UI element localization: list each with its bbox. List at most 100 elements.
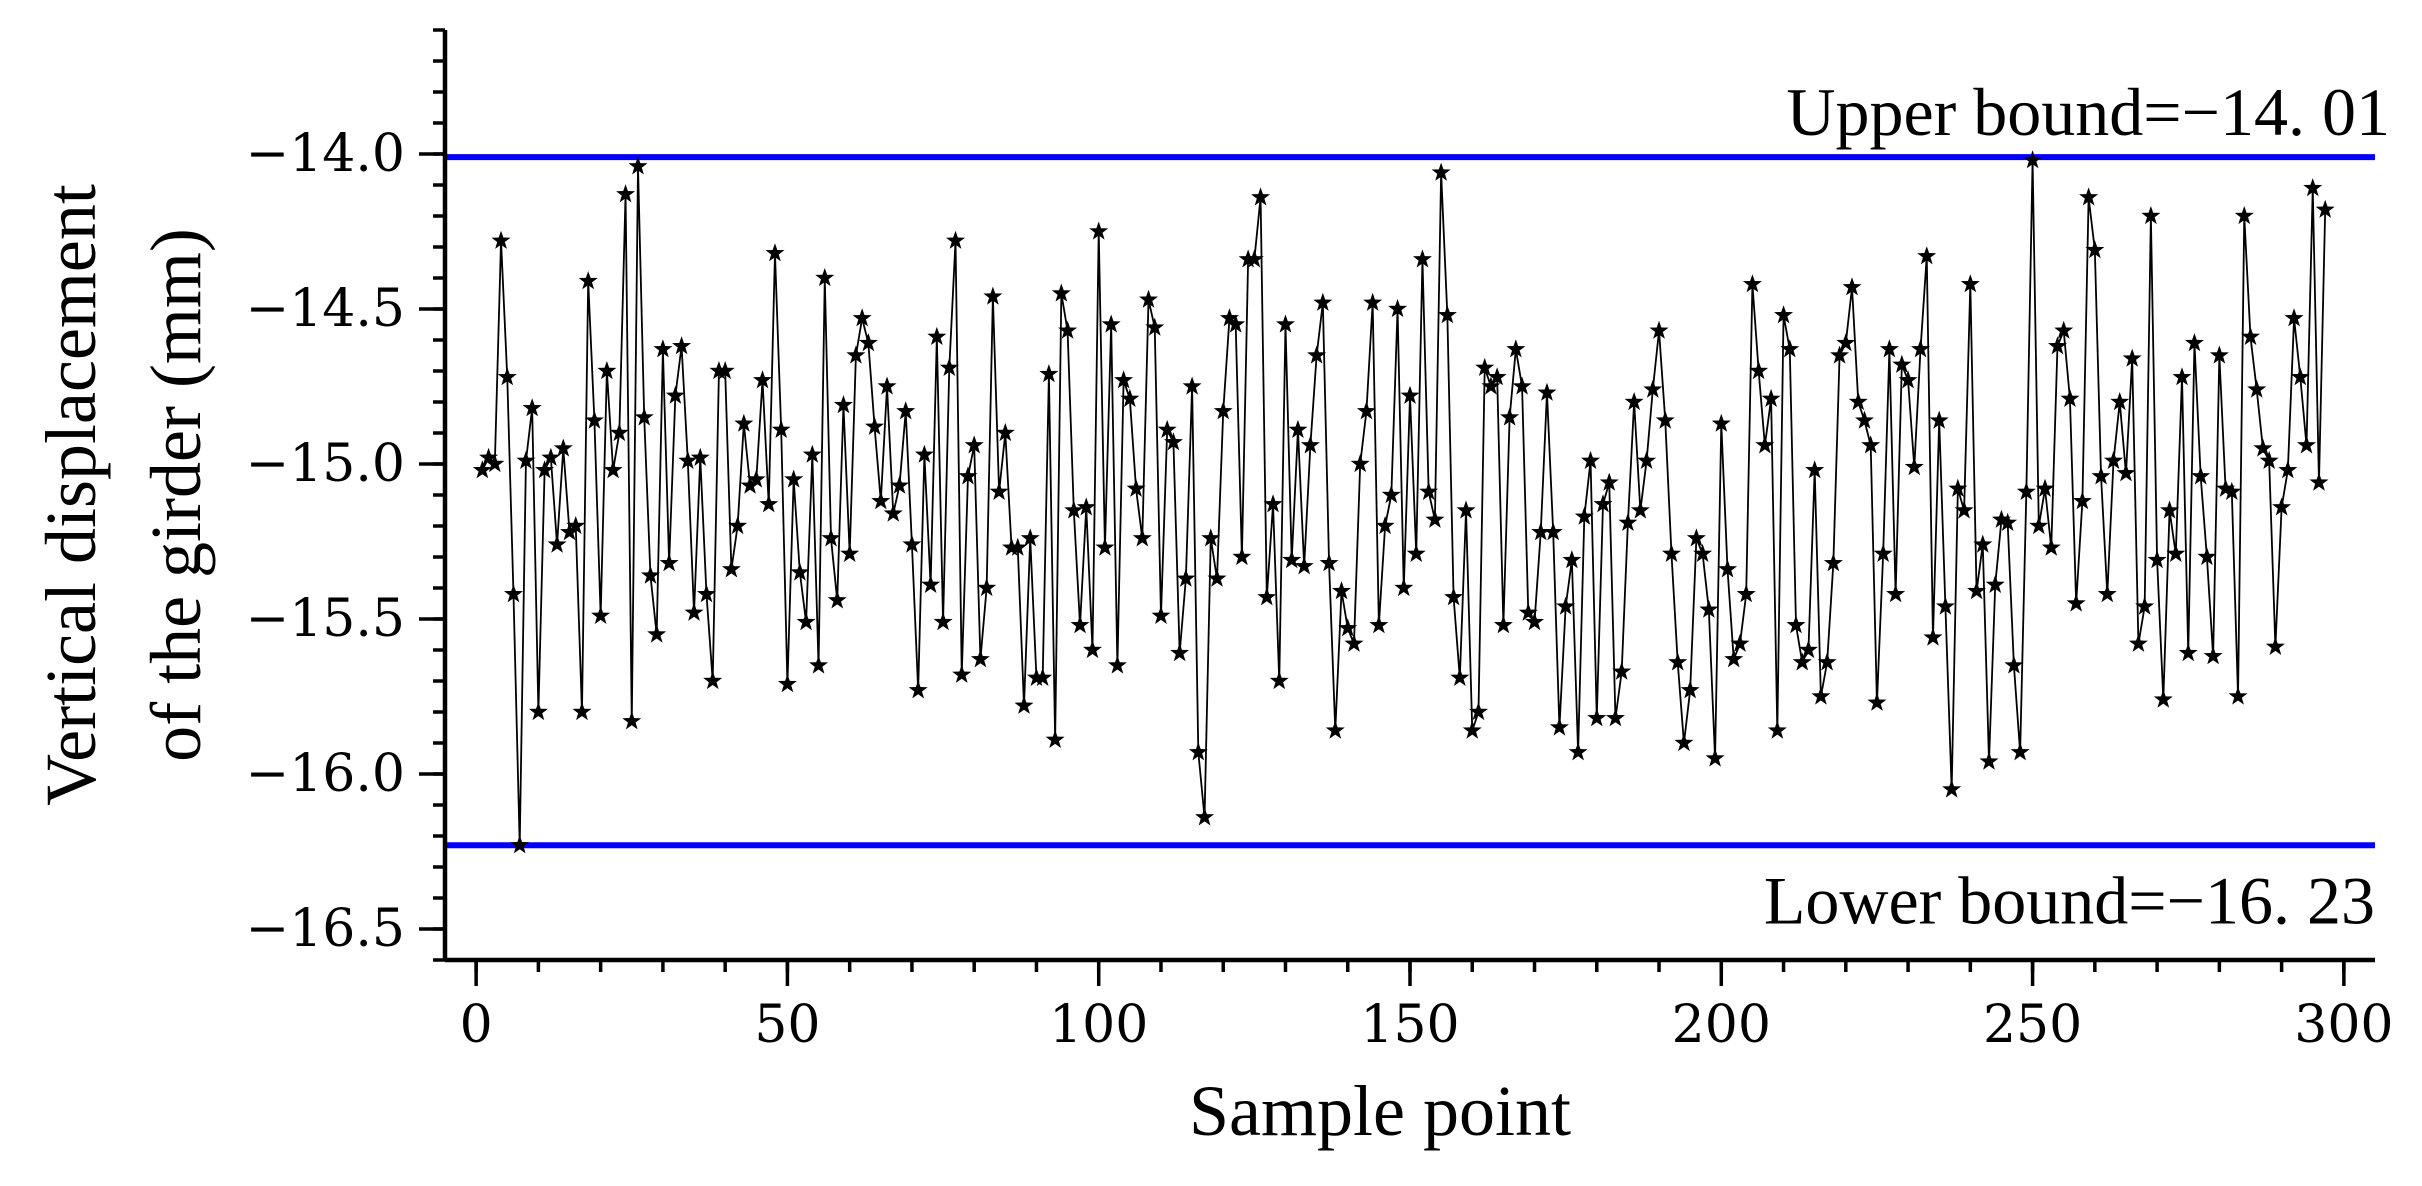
data-point	[2197, 547, 2217, 566]
data-point	[1356, 401, 1376, 420]
data-point	[1437, 305, 1457, 324]
data-point	[1064, 500, 1084, 519]
data-point	[1388, 299, 1408, 318]
data-point	[1817, 652, 1837, 671]
data-point	[1076, 497, 1096, 516]
data-point	[858, 333, 878, 352]
data-point	[1618, 512, 1638, 531]
data-point	[1661, 543, 1681, 562]
data-point	[1960, 274, 1980, 293]
data-point	[510, 835, 530, 854]
data-point	[883, 503, 903, 522]
data-point	[734, 413, 754, 432]
data-point	[1462, 720, 1482, 739]
data-point	[1581, 450, 1601, 469]
data-point	[1985, 574, 2005, 593]
data-point	[2023, 150, 2043, 169]
data-point	[939, 357, 959, 376]
data-point	[665, 385, 685, 404]
data-point	[1101, 314, 1121, 333]
data-point	[889, 475, 909, 494]
data-point	[2060, 388, 2080, 407]
data-point	[1767, 720, 1787, 739]
data-point	[672, 336, 692, 355]
data-point	[2228, 686, 2248, 705]
data-point	[1861, 435, 1881, 454]
data-point	[1095, 537, 1115, 556]
data-point	[2290, 367, 2310, 386]
data-point	[1543, 522, 1563, 541]
data-point	[1444, 587, 1464, 606]
data-point	[1475, 357, 1495, 376]
data-point	[1786, 615, 1806, 634]
data-point	[995, 423, 1015, 442]
data-point	[865, 416, 885, 435]
data-point	[516, 450, 536, 469]
data-point	[1842, 277, 1862, 296]
y-tick-label: −16.0	[246, 744, 405, 804]
data-point	[1830, 345, 1850, 364]
data-point	[2054, 320, 2074, 339]
data-point	[2265, 636, 2285, 655]
data-point	[2222, 481, 2242, 500]
data-point	[2297, 435, 2317, 454]
data-point	[2315, 199, 2335, 218]
data-point	[802, 444, 822, 463]
data-point	[690, 447, 710, 466]
data-point	[1518, 602, 1538, 621]
data-point	[964, 435, 984, 454]
data-point	[1500, 407, 1520, 426]
data-point	[728, 516, 748, 535]
data-point	[1294, 556, 1314, 575]
y-tick-label: −16.5	[246, 899, 405, 959]
data-point	[2203, 646, 2223, 665]
data-point	[1412, 249, 1432, 268]
data-point	[684, 602, 704, 621]
data-point	[1935, 596, 1955, 615]
data-point	[1904, 457, 1924, 476]
data-point	[1126, 478, 1146, 497]
data-point	[2253, 438, 2273, 457]
data-point	[765, 243, 785, 262]
data-point	[1163, 432, 1183, 451]
data-point	[1425, 509, 1445, 528]
data-point	[1848, 392, 1868, 411]
data-point	[2234, 206, 2254, 225]
data-point	[952, 664, 972, 683]
data-point	[1774, 305, 1794, 324]
x-tick-label: 150	[1360, 995, 1459, 1055]
data-point	[1973, 534, 1993, 553]
data-point	[2272, 497, 2292, 516]
data-point	[634, 407, 654, 426]
bound-lines	[445, 154, 2375, 849]
data-point	[659, 553, 679, 572]
data-point	[2041, 537, 2061, 556]
data-point	[2160, 500, 2180, 519]
data-point	[1574, 506, 1594, 525]
data-point	[1911, 339, 1931, 358]
data-point	[2029, 516, 2049, 535]
data-point	[622, 711, 642, 730]
data-point	[2079, 187, 2099, 206]
data-point	[1332, 581, 1352, 600]
data-point	[1562, 550, 1582, 569]
data-point	[1886, 584, 1906, 603]
data-point	[1039, 364, 1059, 383]
data-point	[821, 528, 841, 547]
data-point	[1525, 612, 1545, 631]
data-point	[2141, 206, 2161, 225]
data-point	[647, 624, 667, 643]
data-point	[852, 308, 872, 327]
data-point	[2184, 333, 2204, 352]
data-point	[2135, 596, 2155, 615]
data-point	[1805, 460, 1825, 479]
data-point	[2010, 742, 2030, 761]
data-point	[1493, 615, 1513, 634]
data-point	[1668, 652, 1688, 671]
data-point	[2247, 379, 2267, 398]
data-point	[1718, 559, 1738, 578]
data-point	[1693, 543, 1713, 562]
upper-bound-label: Upper bound=−14. 01	[1786, 74, 2390, 150]
data-point	[1213, 401, 1233, 420]
data-point	[1879, 339, 1899, 358]
